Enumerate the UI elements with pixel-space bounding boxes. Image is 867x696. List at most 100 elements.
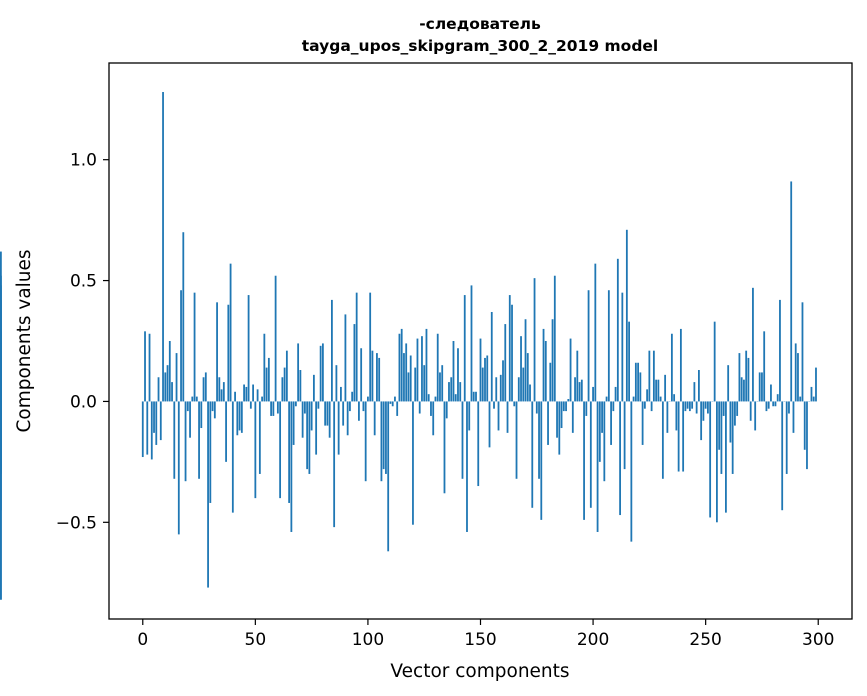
bar	[520, 336, 522, 402]
bar	[254, 401, 257, 499]
bar	[637, 362, 640, 402]
bar	[695, 401, 698, 414]
bar	[344, 314, 347, 402]
bar	[168, 341, 171, 402]
bar	[141, 401, 144, 458]
bar	[675, 401, 678, 431]
bar	[513, 401, 516, 407]
bar	[362, 401, 365, 412]
bar	[506, 401, 509, 433]
bar	[517, 377, 520, 402]
bar	[265, 367, 268, 402]
bar	[790, 181, 793, 402]
bar	[553, 275, 556, 402]
bar	[319, 345, 322, 402]
bar	[450, 377, 453, 402]
bar	[765, 401, 768, 412]
bar	[184, 401, 187, 482]
bar	[522, 367, 525, 402]
chart-title-line1: -следователь	[419, 15, 541, 33]
bar	[466, 401, 468, 532]
bar	[207, 401, 209, 588]
bar	[758, 372, 761, 402]
bar	[562, 401, 565, 412]
bar	[623, 401, 626, 470]
bar	[592, 386, 594, 402]
bar	[369, 292, 372, 402]
bar	[779, 299, 781, 402]
bar	[470, 285, 473, 402]
bar	[231, 401, 234, 513]
bar	[788, 401, 790, 414]
bar	[405, 343, 408, 402]
bar	[144, 331, 146, 402]
bar	[731, 401, 734, 474]
bar	[583, 401, 585, 520]
bar	[292, 401, 295, 445]
chart-title-line2: tayga_upos_skipgram_300_2_2019 model	[302, 37, 659, 55]
bar	[743, 379, 745, 402]
bar	[601, 401, 603, 433]
bar	[747, 357, 750, 402]
bar	[389, 401, 392, 404]
bar	[815, 367, 817, 402]
bar	[434, 396, 437, 402]
bar	[707, 401, 709, 414]
bar	[301, 401, 304, 438]
bar	[565, 401, 567, 412]
bar	[171, 382, 173, 402]
bar	[740, 377, 743, 402]
bar	[511, 304, 513, 402]
bar	[576, 350, 579, 402]
bar	[718, 401, 721, 450]
bar	[335, 365, 338, 402]
bar	[229, 263, 232, 402]
bar	[702, 401, 705, 421]
bars-group	[0, 92, 817, 600]
bar	[594, 263, 597, 402]
bar	[0, 275, 2, 402]
bar	[752, 287, 754, 402]
bar	[797, 353, 799, 402]
bar	[272, 401, 275, 416]
bar	[371, 350, 374, 402]
bar	[666, 401, 669, 433]
bar	[218, 377, 221, 402]
bar	[763, 331, 766, 402]
bar	[749, 401, 752, 421]
bar	[391, 401, 394, 407]
bar	[175, 353, 178, 402]
bar	[770, 384, 772, 402]
bar	[529, 384, 531, 402]
bar	[238, 401, 241, 431]
bar	[734, 401, 736, 426]
bar	[628, 321, 630, 402]
y-tick-label: 1.0	[70, 151, 97, 171]
bar	[799, 396, 802, 402]
bar	[524, 319, 527, 402]
bar	[387, 401, 390, 552]
bar	[234, 391, 236, 402]
bar	[686, 401, 689, 409]
bar	[200, 401, 203, 429]
bar	[463, 295, 466, 402]
x-tick-label: 250	[689, 630, 721, 650]
bar	[580, 379, 583, 402]
bar	[650, 401, 653, 412]
bar	[664, 374, 667, 402]
bar	[655, 379, 658, 402]
bar	[245, 386, 248, 402]
bar	[621, 292, 624, 402]
bar	[414, 367, 417, 402]
bar	[394, 396, 396, 402]
bar	[716, 401, 718, 523]
bar	[682, 401, 685, 472]
bar	[774, 401, 777, 407]
bar	[693, 382, 696, 402]
bar	[457, 348, 459, 402]
bar	[360, 348, 363, 402]
bar	[502, 360, 504, 402]
bar	[326, 401, 329, 426]
bar	[236, 401, 239, 436]
bar	[398, 333, 401, 402]
